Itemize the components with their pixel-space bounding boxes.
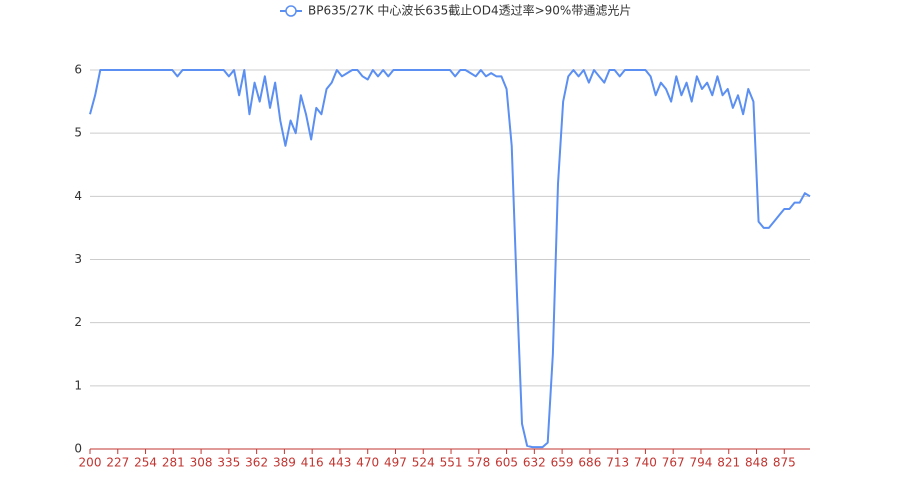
x-tick-label: 578 [467,456,490,470]
legend-label: BP635/27K 中心波长635截止OD4透过率>90%带通滤光片 [308,3,631,18]
x-tick-label: 389 [273,456,296,470]
y-tick-label: 1 [74,378,82,392]
x-tick-label: 470 [356,456,379,470]
x-tick-label: 632 [523,456,546,470]
x-tick-label: 551 [440,456,463,470]
x-tick-label: 524 [412,456,435,470]
x-tick-label: 227 [106,456,129,470]
x-tick-label: 686 [578,456,601,470]
x-tick-label: 713 [606,456,629,470]
x-tick-label: 497 [384,456,407,470]
line [89,69,811,449]
y-tick-label: 4 [74,189,82,203]
x-tick-label: 848 [745,456,768,470]
x-tick-label: 308 [190,456,213,470]
x-tick-label: 335 [217,456,240,470]
x-tick-label: 200 [79,456,102,470]
x-tick-label: 443 [328,456,351,470]
legend-icon [285,5,297,17]
x-tick-label: 767 [662,456,685,470]
x-tick-label: 659 [551,456,574,470]
x-tick-label: 254 [134,456,157,470]
y-tick-label: 0 [74,442,82,456]
x-tick-label: 362 [245,456,268,470]
x-tick-label: 281 [162,456,185,470]
x-tick-label: 821 [717,456,740,470]
x-tick-label: 794 [690,456,713,470]
x-tick-label: 740 [634,456,657,470]
x-tick-label: 416 [301,456,324,470]
y-tick-label: 5 [74,126,82,140]
x-tick-label: 875 [773,456,796,470]
x-tick-label: 605 [495,456,518,470]
y-tick-label: 3 [74,252,82,266]
y-tick-label: 2 [74,315,82,329]
y-tick-label: 6 [74,63,82,77]
